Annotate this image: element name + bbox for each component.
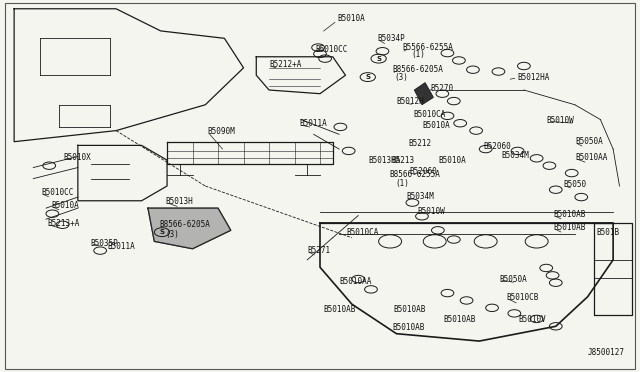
Text: B5034P: B5034P xyxy=(378,34,405,43)
Text: B5212+A: B5212+A xyxy=(269,60,301,70)
Text: B5010AB: B5010AB xyxy=(444,315,476,324)
Text: B5213+A: B5213+A xyxy=(47,219,79,228)
Text: B5010CC: B5010CC xyxy=(316,45,348,54)
Text: B5010A: B5010A xyxy=(337,13,365,22)
Text: B5010AB: B5010AB xyxy=(554,223,586,232)
Text: B8566-6255A: B8566-6255A xyxy=(390,170,440,179)
Text: B52060: B52060 xyxy=(483,142,511,151)
Text: B5010CB: B5010CB xyxy=(506,293,538,302)
Text: B5213: B5213 xyxy=(392,156,415,166)
Polygon shape xyxy=(414,83,433,105)
Text: B5090M: B5090M xyxy=(208,127,236,136)
Text: B5010AB: B5010AB xyxy=(323,305,356,314)
Text: (3): (3) xyxy=(394,73,408,81)
Text: J8500127: J8500127 xyxy=(588,349,625,357)
Text: B5034M: B5034M xyxy=(406,192,434,201)
Text: B5012H: B5012H xyxy=(396,97,424,106)
Text: B5271: B5271 xyxy=(307,246,330,255)
Text: S: S xyxy=(365,74,371,80)
Text: B5270: B5270 xyxy=(430,84,453,93)
Text: S: S xyxy=(159,229,164,235)
Polygon shape xyxy=(148,208,231,249)
Text: B5050A: B5050A xyxy=(500,275,527,283)
Text: B5010CC: B5010CC xyxy=(41,188,73,197)
Text: B5050A: B5050A xyxy=(575,137,603,146)
Text: B5010W: B5010W xyxy=(546,116,574,125)
Text: B5010A: B5010A xyxy=(438,155,466,165)
Text: B5010AB: B5010AB xyxy=(393,323,425,331)
Text: B5566-6255A: B5566-6255A xyxy=(403,43,454,52)
Text: B5011A: B5011A xyxy=(300,119,327,128)
Text: B5034M: B5034M xyxy=(501,151,529,160)
Text: B5010AA: B5010AA xyxy=(575,153,607,162)
Text: B5010W: B5010W xyxy=(417,206,445,216)
Text: S: S xyxy=(376,56,381,62)
Text: (1): (1) xyxy=(411,51,425,60)
Text: B8566-6205A: B8566-6205A xyxy=(159,220,211,229)
Text: B8566-6205A: B8566-6205A xyxy=(392,65,443,74)
Text: B5013H: B5013H xyxy=(166,197,193,206)
Text: B5010CA: B5010CA xyxy=(346,228,378,237)
Text: (1): (1) xyxy=(395,179,409,187)
Text: B5013HA: B5013HA xyxy=(369,155,401,165)
Text: B501B: B501B xyxy=(596,228,620,237)
Text: B5010X: B5010X xyxy=(64,153,92,162)
Text: B5212: B5212 xyxy=(408,139,432,148)
Text: B5050: B5050 xyxy=(563,180,586,189)
Text: B5035P: B5035P xyxy=(91,239,118,248)
Text: B5010CA: B5010CA xyxy=(413,109,446,119)
Text: B5010V: B5010V xyxy=(519,315,547,324)
Text: B5010AB: B5010AB xyxy=(394,305,426,314)
Text: B5010AA: B5010AA xyxy=(339,278,371,286)
Text: B5010AB: B5010AB xyxy=(554,210,586,219)
Text: B5011A: B5011A xyxy=(107,243,135,251)
Text: B5010A: B5010A xyxy=(422,121,450,129)
Text: B5010A: B5010A xyxy=(51,201,79,210)
Text: (3): (3) xyxy=(166,230,180,239)
Text: B5012HA: B5012HA xyxy=(518,73,550,81)
Text: B52060: B52060 xyxy=(409,167,437,176)
